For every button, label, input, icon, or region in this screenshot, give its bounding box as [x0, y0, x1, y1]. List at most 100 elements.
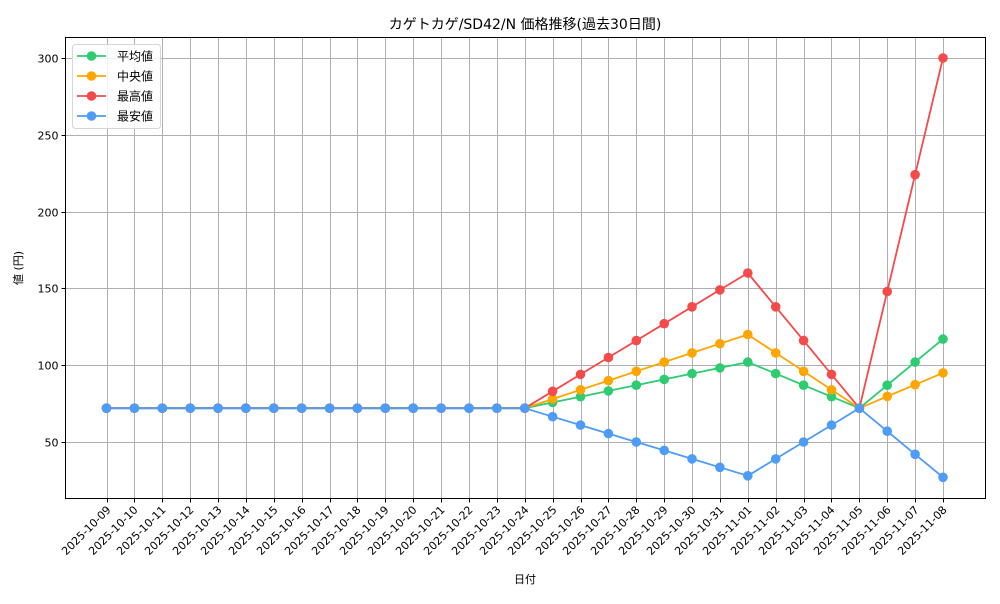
data-point-marker — [464, 403, 474, 414]
data-point-marker — [715, 462, 725, 473]
data-point-marker — [743, 268, 753, 278]
legend-marker-icon — [86, 71, 97, 81]
x-axis-label: 日付 — [514, 573, 536, 586]
data-point-marker — [910, 379, 920, 390]
data-point-marker — [687, 348, 697, 358]
data-point-marker — [241, 403, 251, 414]
data-point-marker — [687, 454, 697, 464]
y-tick-label: 50 — [45, 437, 59, 450]
data-point-marker — [854, 403, 865, 414]
data-point-marker — [715, 363, 725, 373]
series-line — [106, 333, 944, 410]
data-point-marker — [938, 472, 948, 483]
x-axis: 2025-10-092025-10-102025-10-112025-10-12… — [59, 498, 950, 558]
data-point-marker — [269, 403, 279, 414]
data-point-marker — [770, 454, 781, 464]
legend-item: 中央値 — [77, 69, 153, 84]
series-最安値 — [101, 403, 948, 483]
data-point-marker — [575, 369, 586, 380]
series-平均値 — [101, 334, 948, 414]
legend-box — [72, 44, 161, 129]
data-point-marker — [436, 403, 446, 414]
data-point-marker — [129, 403, 140, 414]
data-point-marker — [743, 357, 753, 367]
data-point-marker — [547, 394, 558, 404]
data-point-marker — [603, 428, 614, 439]
data-point-marker — [575, 420, 586, 430]
data-point-marker — [770, 348, 781, 358]
data-point-marker — [185, 403, 195, 414]
legend-item: 最安値 — [77, 109, 153, 124]
data-point-marker — [157, 403, 168, 414]
data-point-marker — [296, 403, 307, 414]
legend-item: 平均値 — [77, 49, 153, 64]
data-point-marker — [631, 366, 642, 377]
data-point-marker — [492, 403, 502, 414]
data-point-marker — [882, 286, 892, 297]
data-point-marker — [743, 329, 753, 340]
data-point-marker — [715, 285, 725, 295]
data-point-marker — [520, 403, 530, 414]
data-point-marker — [882, 426, 892, 437]
data-point-marker — [659, 357, 669, 367]
data-point-marker — [826, 420, 837, 430]
data-point-marker — [687, 368, 697, 379]
data-point-marker — [910, 169, 920, 180]
legend-label: 中央値 — [117, 69, 153, 84]
data-point-marker — [324, 403, 335, 414]
data-point-marker — [910, 449, 920, 460]
y-tick-label: 200 — [38, 207, 59, 220]
data-point-marker — [213, 403, 223, 414]
data-point-marker — [659, 374, 669, 385]
data-point-marker — [910, 357, 920, 367]
data-point-marker — [798, 437, 809, 447]
data-point-marker — [547, 386, 558, 397]
data-point-marker — [547, 411, 558, 422]
data-point-marker — [603, 352, 614, 363]
data-point-marker — [631, 335, 642, 346]
data-point-marker — [715, 338, 725, 349]
series-line — [106, 57, 944, 410]
grid-lines — [65, 37, 986, 499]
data-point-marker — [575, 385, 586, 395]
data-point-marker — [798, 335, 809, 346]
data-point-marker — [408, 403, 419, 414]
legend-label: 最安値 — [117, 109, 153, 124]
data-point-marker — [826, 391, 837, 402]
data-point-marker — [631, 380, 642, 391]
data-point-marker — [603, 386, 614, 396]
data-point-marker — [743, 471, 753, 481]
data-point-marker — [826, 369, 837, 380]
chart-title: カゲトカゲ/SD42/N 価格推移(過去30日間) — [389, 17, 662, 33]
data-point-marker — [882, 391, 892, 402]
legend-label: 平均値 — [117, 49, 153, 64]
series-lines — [101, 53, 948, 483]
data-point-marker — [798, 366, 809, 377]
legend-marker-icon — [86, 91, 97, 101]
data-point-marker — [798, 380, 809, 391]
data-point-marker — [770, 302, 781, 312]
legend-item: 最高値 — [77, 89, 153, 104]
data-point-marker — [882, 380, 892, 391]
series-中央値 — [101, 329, 948, 414]
data-point-marker — [659, 445, 669, 456]
data-point-marker — [687, 302, 697, 312]
legend-marker-icon — [86, 111, 97, 121]
y-tick-label: 250 — [38, 130, 59, 143]
y-axis-label: 値 (円) — [12, 251, 25, 285]
series-line — [106, 338, 944, 410]
data-point-marker — [938, 53, 948, 63]
series-最高値 — [101, 53, 948, 414]
y-tick-label: 150 — [38, 283, 59, 296]
data-point-marker — [631, 437, 642, 447]
data-point-marker — [603, 375, 614, 386]
data-point-marker — [938, 334, 948, 344]
data-point-marker — [575, 391, 586, 402]
y-tick-label: 100 — [38, 360, 59, 373]
data-point-marker — [380, 403, 391, 414]
y-axis: 50 100 150 200 250 300 — [38, 53, 66, 450]
data-point-marker — [938, 368, 948, 378]
